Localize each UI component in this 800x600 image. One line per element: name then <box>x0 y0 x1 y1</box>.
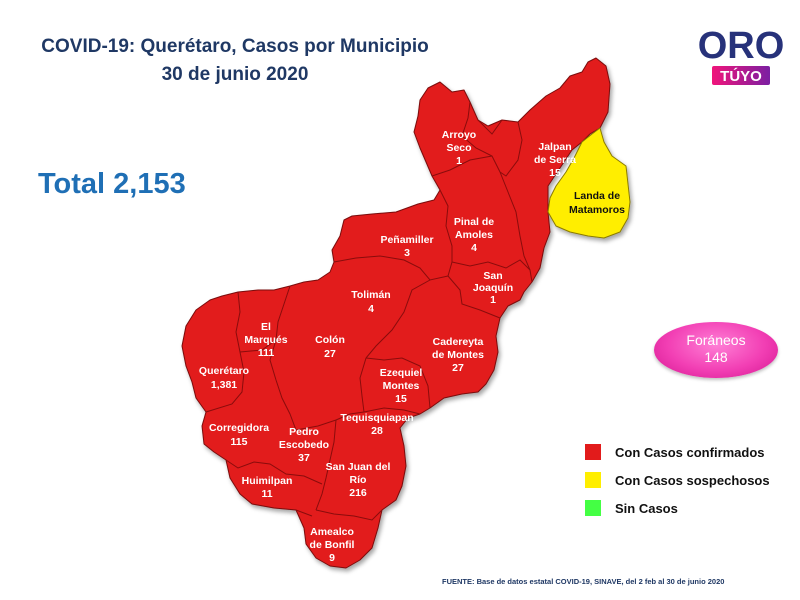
svg-text:TÚYO: TÚYO <box>720 67 762 85</box>
title-line-1: COVID-19: Querétaro, Casos por Municipio <box>41 36 429 57</box>
foraneos-label: Foráneos <box>686 332 746 348</box>
region-landa-de-matamoros <box>547 127 631 239</box>
state-region-confirmed <box>181 57 611 569</box>
legend-swatch-confirmed <box>585 444 601 460</box>
total-cases: Total 2,153 <box>38 168 186 200</box>
legend-item-none: Sin Casos <box>585 494 770 522</box>
label-tequisquiapan: Tequisquiapan 28 <box>340 412 413 437</box>
municipal-borders <box>205 101 533 521</box>
label-toliman: Tolimán 4 <box>351 289 390 315</box>
label-pinal-de-amoles: Pinal de Amoles 4 <box>454 216 494 254</box>
label-arroyo-seco: Arroyo Seco 1 <box>442 129 476 167</box>
map-title: COVID-19: Querétaro, Casos por Municipio… <box>20 33 450 89</box>
label-queretaro: Querétaro 1,381 <box>199 365 249 391</box>
legend-label-confirmed: Con Casos confirmados <box>615 444 765 460</box>
foraneos-badge: Foráneos 148 <box>654 322 778 378</box>
label-colon: Colón 27 <box>315 334 345 360</box>
legend-label-none: Sin Casos <box>615 500 678 516</box>
label-el-marques: El Marqués 111 <box>244 321 287 359</box>
municipality-labels: Arroyo Seco 1 Jalpan de Serra 15 Landa de Mat… <box>199 129 625 564</box>
legend-item-suspected: Con Casos sospechosos <box>585 466 770 494</box>
oro-tuyo-logo: ORO TÚYO <box>698 25 785 85</box>
label-jalpan-de-serra: Jalpan de Serra 15 <box>534 141 576 179</box>
label-amealco-de-bonfil: Amealco de Bonfil 9 <box>310 526 355 564</box>
foraneos-value: 148 <box>704 349 728 365</box>
legend-swatch-suspected <box>585 472 601 488</box>
label-san-joaquin: San Joaquín 1 <box>473 270 513 306</box>
label-huimilpan: Huimilpan 11 <box>242 475 293 500</box>
label-pedro-escobedo: Pedro Escobedo 37 <box>279 426 329 464</box>
label-corregidora: Corregidora 115 <box>209 422 269 448</box>
label-penamiller: Peñamiller 3 <box>380 234 433 259</box>
source-note: FUENTE: Base de datos estatal COVID-19, … <box>442 577 725 586</box>
map-legend: Con Casos confirmados Con Casos sospecho… <box>585 438 770 522</box>
legend-swatch-none <box>585 500 601 516</box>
label-san-juan-del-rio: San Juan del Río 216 <box>326 461 391 499</box>
legend-item-confirmed: Con Casos confirmados <box>585 438 770 466</box>
label-ezequiel-montes: Ezequiel Montes 15 <box>380 367 423 405</box>
legend-label-suspected: Con Casos sospechosos <box>615 472 770 488</box>
svg-text:ORO: ORO <box>698 25 785 67</box>
title-line-2: 30 de junio 2020 <box>161 64 309 85</box>
label-cadereyta-de-montes: Cadereyta de Montes 27 <box>432 336 484 374</box>
label-landa-de-matamoros: Landa de Matamoros <box>569 190 625 216</box>
